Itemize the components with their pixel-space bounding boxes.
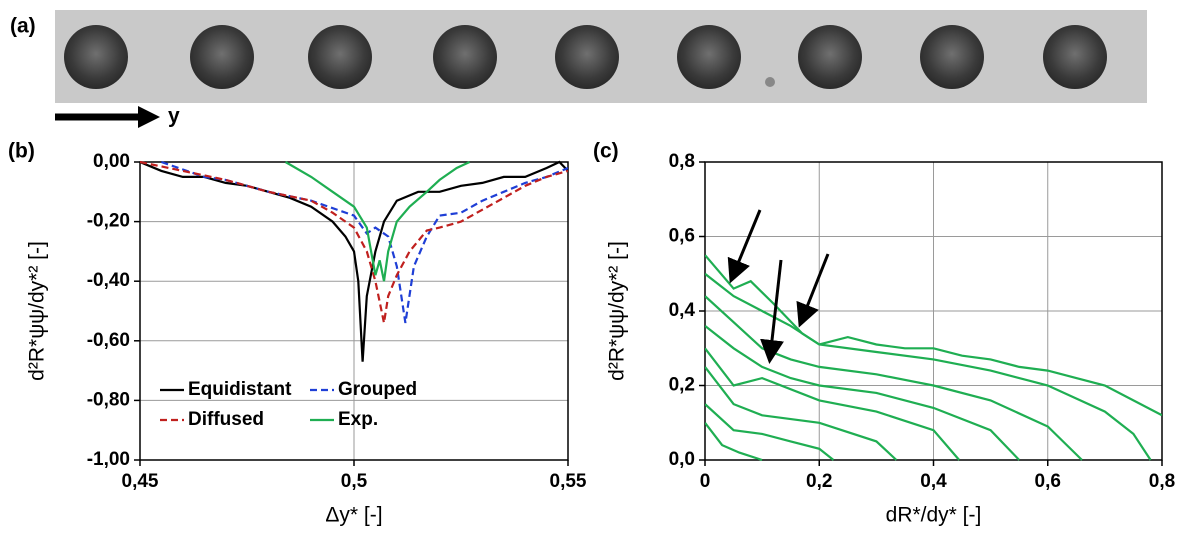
x-tick-label: 0,45 <box>122 471 159 492</box>
y-tick-label: -0,20 <box>87 211 130 232</box>
legend-label: Grouped <box>338 379 417 400</box>
panel-label: (a) <box>10 15 36 38</box>
x-axis-label: dR*/dy* [-] <box>886 504 982 527</box>
y-tick-label: -0,80 <box>87 389 130 410</box>
direction-arrowhead <box>138 106 160 128</box>
x-tick-label: 0,6 <box>1035 471 1061 492</box>
y-tick-label: 0,8 <box>669 151 695 172</box>
y-tick-label: 0,0 <box>669 449 695 470</box>
x-tick-label: 0,8 <box>1149 471 1175 492</box>
panel-label: (c) <box>593 140 619 163</box>
x-tick-label: 0 <box>700 471 711 492</box>
panel-label: (b) <box>8 140 35 163</box>
series-line <box>705 423 762 460</box>
y-tick-label: 0,2 <box>669 375 695 396</box>
y-tick-label: 0,4 <box>669 300 696 321</box>
x-tick-label: 0,2 <box>806 471 832 492</box>
series-line <box>161 162 568 323</box>
y-tick-label: 0,6 <box>669 226 695 247</box>
photo-panel <box>55 10 1147 103</box>
legend-label: Diffused <box>188 409 264 430</box>
series-line <box>705 326 1019 460</box>
x-axis-label: Δy* [-] <box>325 504 382 527</box>
y-tick-label: 0,00 <box>93 151 130 172</box>
y-axis-label: d²R*ψψ/dy*² [-] <box>606 241 629 381</box>
legend-label: Exp. <box>338 409 378 430</box>
x-tick-label: 0,4 <box>920 471 947 492</box>
x-tick-label: 0,5 <box>341 471 368 492</box>
figure: (a) y 0,00 -0,20 -0,40 -0,60 -0,80 -1,000,45 0… <box>0 0 1187 538</box>
series-line <box>705 404 834 460</box>
particle <box>765 77 775 87</box>
x-tick-label: 0,55 <box>550 471 587 492</box>
arrow-label: y <box>168 105 180 128</box>
grid <box>705 162 1162 460</box>
y-tick-label: -0,40 <box>87 270 130 291</box>
y-axis-label: d²R*ψψ/dy*² [-] <box>26 241 49 381</box>
y-tick-label: -0,60 <box>87 330 130 351</box>
legend-label: Equidistant <box>188 379 292 400</box>
droplets <box>64 25 1107 89</box>
y-tick-label: -1,00 <box>87 449 130 470</box>
